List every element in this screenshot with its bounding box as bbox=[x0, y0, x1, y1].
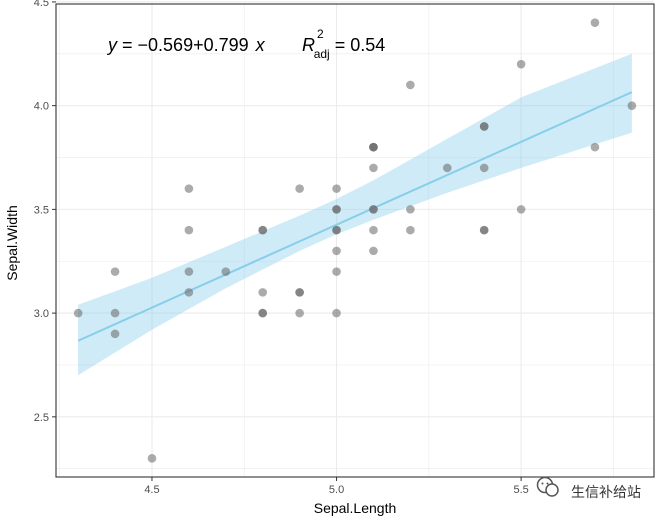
data-point bbox=[590, 18, 600, 27]
y-tick-label: 4.0 bbox=[34, 101, 49, 113]
y-tick-label: 4.5 bbox=[34, 0, 49, 9]
data-point bbox=[332, 205, 341, 214]
data-point bbox=[147, 454, 157, 463]
data-point bbox=[110, 329, 120, 339]
data-point bbox=[332, 225, 341, 235]
data-point bbox=[516, 205, 526, 214]
data-point bbox=[295, 308, 304, 318]
data-point bbox=[479, 225, 489, 235]
data-point bbox=[295, 184, 304, 193]
data-point bbox=[258, 308, 268, 318]
equation-equals: = bbox=[117, 35, 138, 55]
wechat-icon bbox=[536, 476, 559, 497]
watermark: 生信补给站 bbox=[536, 476, 641, 501]
regression-line bbox=[77, 91, 633, 342]
data-point bbox=[110, 267, 120, 276]
data-point bbox=[590, 142, 600, 152]
data-point bbox=[406, 80, 415, 90]
data-point bbox=[258, 225, 268, 235]
y-tick-label: 3.0 bbox=[34, 308, 49, 320]
data-point bbox=[369, 163, 378, 173]
axis-tick-labels: 4.5 5.0 5.5 2.5 3.0 3.5 4.0 4.5 bbox=[34, 0, 529, 496]
equation-x: x bbox=[255, 35, 266, 55]
equation-intercept: 0.569 bbox=[148, 35, 193, 55]
data-point bbox=[332, 184, 341, 193]
data-point bbox=[479, 122, 489, 131]
data-point bbox=[627, 101, 637, 110]
x-tick-label: 5.5 bbox=[513, 484, 528, 496]
equation-plus: + bbox=[193, 35, 204, 55]
x-tick-label: 5.0 bbox=[329, 484, 344, 496]
data-point bbox=[332, 267, 341, 276]
axis-ticks bbox=[52, 1, 522, 481]
r-squared-symbol: R bbox=[302, 35, 315, 55]
data-point bbox=[442, 163, 452, 173]
panel-border bbox=[55, 3, 655, 478]
data-point bbox=[406, 205, 415, 214]
x-tick-label: 4.5 bbox=[144, 484, 159, 496]
data-point bbox=[258, 288, 268, 297]
data-point bbox=[184, 184, 194, 193]
r-squared-sub: adj bbox=[314, 47, 330, 61]
data-points bbox=[73, 18, 637, 463]
equation-slope: 0.799 bbox=[204, 35, 249, 55]
regression-equation: y = −0.569+0.799 x R2 adj = 0.54 bbox=[106, 27, 385, 61]
equation-y: y bbox=[106, 35, 118, 55]
major-gridlines bbox=[56, 1, 654, 477]
data-point bbox=[369, 142, 378, 152]
data-point bbox=[184, 288, 194, 297]
r-squared-sup: 2 bbox=[317, 27, 324, 41]
data-point bbox=[332, 246, 341, 256]
data-point bbox=[221, 267, 231, 276]
x-axis-title: Sepal.Length bbox=[314, 500, 397, 516]
data-point bbox=[369, 225, 378, 235]
data-point bbox=[369, 246, 378, 256]
data-point bbox=[184, 225, 194, 235]
data-point bbox=[184, 267, 194, 276]
data-point bbox=[110, 308, 120, 318]
y-axis-title: Sepal.Width bbox=[4, 205, 20, 280]
data-point bbox=[295, 288, 304, 297]
data-point bbox=[516, 59, 526, 69]
r-squared-value: = 0.54 bbox=[330, 35, 386, 55]
minor-gridlines bbox=[56, 4, 654, 477]
data-point bbox=[73, 308, 83, 318]
equation-minus: − bbox=[138, 35, 149, 55]
y-tick-label: 2.5 bbox=[34, 412, 49, 424]
data-point bbox=[406, 225, 415, 235]
data-point bbox=[479, 163, 489, 173]
data-point bbox=[369, 205, 378, 214]
confidence-band bbox=[78, 53, 632, 376]
watermark-text: 生信补给站 bbox=[571, 485, 641, 501]
y-tick-label: 3.5 bbox=[34, 204, 49, 216]
data-point bbox=[332, 308, 341, 318]
